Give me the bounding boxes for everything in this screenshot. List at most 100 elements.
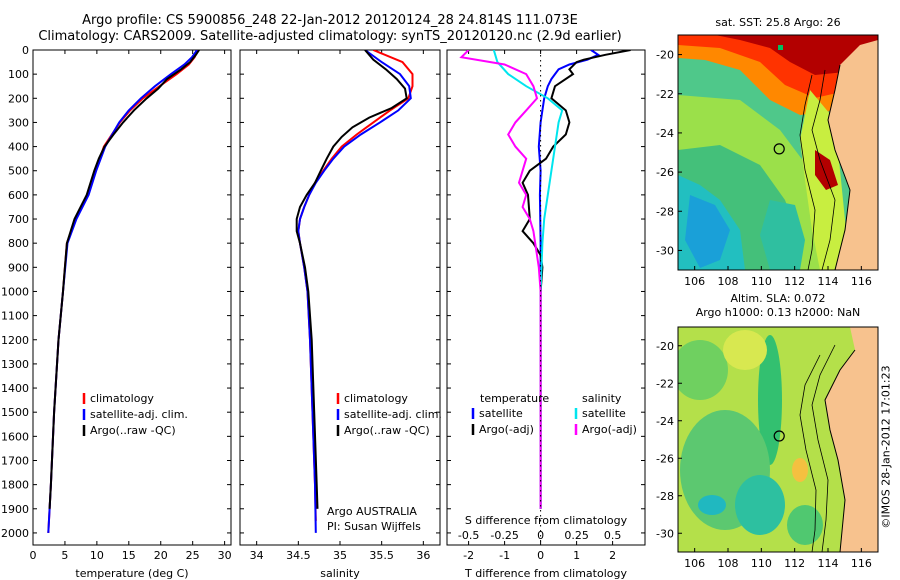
difference-plot: -2 -1 0 1 2 T difference from climatology S di… bbox=[447, 49, 645, 580]
map-x-tick-label: 106 bbox=[684, 275, 705, 288]
x-tick-label: 35.5 bbox=[369, 549, 394, 562]
x-tick-label: -2 bbox=[463, 549, 474, 562]
x-tick-label: 5 bbox=[61, 549, 68, 562]
y-tick-label: 2000 bbox=[1, 527, 29, 540]
map-x-tick-label: 110 bbox=[751, 557, 772, 570]
legend-label: Argo(-adj) bbox=[582, 423, 637, 436]
sla-map-title-1: Altim. SLA: 0.072 bbox=[730, 292, 825, 305]
y-tick-label: 300 bbox=[8, 116, 29, 129]
x-tick-label: 10 bbox=[90, 549, 104, 562]
x-tick-label: 34 bbox=[250, 549, 264, 562]
map-y-tick-label: -22 bbox=[656, 88, 674, 101]
top-tick-label: 0.5 bbox=[604, 529, 622, 542]
salinity-axes-frame bbox=[239, 49, 441, 546]
x-tick-label: 36 bbox=[416, 549, 430, 562]
map-x-tick-label: 110 bbox=[751, 275, 772, 288]
top-tick-label: -0.25 bbox=[490, 529, 518, 542]
y-tick-label: 1600 bbox=[1, 430, 29, 443]
legend-label: climatology bbox=[90, 392, 154, 405]
map-x-tick-label: 106 bbox=[684, 557, 705, 570]
salinity-plot: 34 34.5 35 35.5 36 salinity climatology satelli… bbox=[240, 49, 442, 580]
map-labels: 106 108 110 112 114 116 -20 -22 -24 -26 -28 -30 106 1… bbox=[656, 16, 872, 570]
sst-map bbox=[677, 34, 879, 271]
map-x-tick-label: 108 bbox=[718, 275, 739, 288]
map-y-tick-label: -26 bbox=[656, 166, 674, 179]
y-tick-label: 1900 bbox=[1, 503, 29, 516]
y-tick-label: 1200 bbox=[1, 334, 29, 347]
y-tick-label: 1400 bbox=[1, 382, 29, 395]
title-line-1: Argo profile: CS 5900856_248 22-Jan-2012… bbox=[82, 13, 578, 28]
map-x-tick-label: 116 bbox=[851, 557, 872, 570]
y-tick-label: 1300 bbox=[1, 358, 29, 371]
y-tick-label: 1100 bbox=[1, 310, 29, 323]
y-tick-label: 700 bbox=[8, 213, 29, 226]
y-tick-label: 1500 bbox=[1, 406, 29, 419]
y-tick-label: 1000 bbox=[1, 285, 29, 298]
legend-title-temperature: temperature bbox=[480, 392, 549, 405]
series-line-black bbox=[295, 50, 408, 509]
argo-position-marker bbox=[773, 430, 785, 442]
x-tick-label: 15 bbox=[122, 549, 136, 562]
map-x-tick-label: 114 bbox=[818, 275, 839, 288]
title-line-2: Climatology: CARS2009. Satellite-adjuste… bbox=[38, 29, 622, 44]
legend-label: satellite-adj. clim. bbox=[90, 408, 188, 421]
y-tick-label: 800 bbox=[8, 237, 29, 250]
argo-position-marker bbox=[773, 143, 785, 155]
x-tick-label: -1 bbox=[499, 549, 510, 562]
series-line-magenta bbox=[459, 50, 542, 509]
map-y-tick-label: -30 bbox=[656, 244, 674, 257]
legend-label: climatology bbox=[344, 392, 408, 405]
legend-label: satellite bbox=[479, 407, 523, 420]
map-x-tick-label: 108 bbox=[718, 557, 739, 570]
map-y-tick-label: -20 bbox=[656, 49, 674, 62]
sst-map-title: sat. SST: 25.8 Argo: 26 bbox=[715, 16, 840, 29]
map-y-tick-label: -24 bbox=[656, 415, 674, 428]
x-axis-label-bottom: T difference from climatology bbox=[464, 567, 627, 580]
x-tick-label: 34.5 bbox=[286, 549, 311, 562]
map-y-tick-label: -22 bbox=[656, 377, 674, 390]
x-tick-label: 0 bbox=[30, 549, 37, 562]
map-x-tick-label: 116 bbox=[851, 275, 872, 288]
x-tick-label: 35 bbox=[333, 549, 347, 562]
x-axis-label: salinity bbox=[320, 567, 360, 580]
legend-label: Argo(..raw -QC) bbox=[344, 424, 430, 437]
y-tick-label: 400 bbox=[8, 141, 29, 154]
x-tick-label: 25 bbox=[186, 549, 200, 562]
difference-axes-frame bbox=[446, 49, 646, 546]
y-tick-label: 1800 bbox=[1, 479, 29, 492]
legend-label: Argo(-adj) bbox=[479, 423, 534, 436]
x-tick-label: 30 bbox=[218, 549, 232, 562]
legend-title-salinity: salinity bbox=[582, 392, 622, 405]
sla-map bbox=[677, 326, 879, 553]
y-tick-label: 500 bbox=[8, 165, 29, 178]
map-y-tick-label: -24 bbox=[656, 127, 674, 140]
temperature-axes-frame bbox=[32, 49, 232, 546]
temperature-plot: 0 5 10 15 20 25 300100200300400500600700800900… bbox=[1, 44, 232, 580]
y-tick-label: 1700 bbox=[1, 454, 29, 467]
series-line-black bbox=[48, 50, 200, 509]
legend-label: Argo(..raw -QC) bbox=[90, 424, 176, 437]
y-tick-label: 600 bbox=[8, 189, 29, 202]
map-y-tick-label: -28 bbox=[656, 490, 674, 503]
top-tick-label: 0.25 bbox=[564, 529, 589, 542]
map-x-tick-label: 112 bbox=[784, 557, 805, 570]
top-tick-label: 0 bbox=[537, 529, 544, 542]
map-x-tick-label: 112 bbox=[784, 275, 805, 288]
float-pi-text: PI: Susan Wijffels bbox=[327, 520, 421, 533]
float-owner-text: Argo AUSTRALIA bbox=[327, 505, 417, 518]
sla-map-title-2: Argo h1000: 0.13 h2000: NaN bbox=[696, 306, 861, 319]
y-tick-label: 900 bbox=[8, 261, 29, 274]
x-axis-label: temperature (deg C) bbox=[75, 567, 188, 580]
copyright-stamp: ©IMOS 28-Jan-2012 17:01:23 bbox=[879, 365, 893, 529]
series-line-cyan bbox=[492, 50, 564, 509]
x-tick-label: 2 bbox=[609, 549, 616, 562]
x-tick-label: 20 bbox=[154, 549, 168, 562]
legend-label: satellite-adj. clim. bbox=[344, 408, 442, 421]
legend-label: satellite bbox=[582, 407, 626, 420]
map-y-tick-label: -20 bbox=[656, 340, 674, 353]
map-y-tick-label: -28 bbox=[656, 205, 674, 218]
y-tick-label: 100 bbox=[8, 68, 29, 81]
x-tick-label: 0 bbox=[537, 549, 544, 562]
y-tick-label: 200 bbox=[8, 92, 29, 105]
